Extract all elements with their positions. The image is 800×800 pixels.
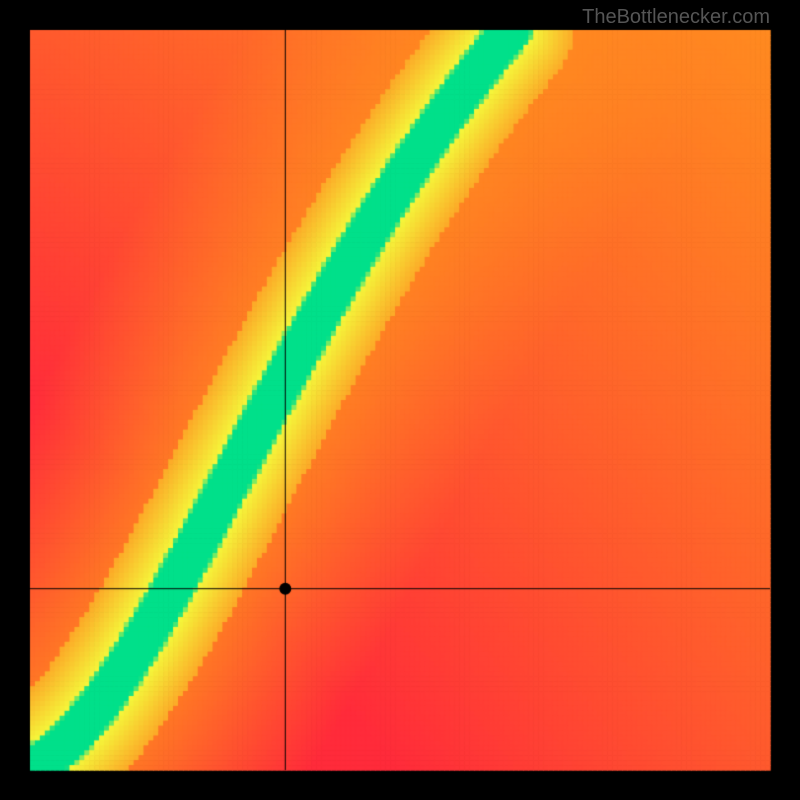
watermark-text: TheBottlenecker.com <box>570 6 770 29</box>
bottleneck-heatmap <box>0 0 800 800</box>
